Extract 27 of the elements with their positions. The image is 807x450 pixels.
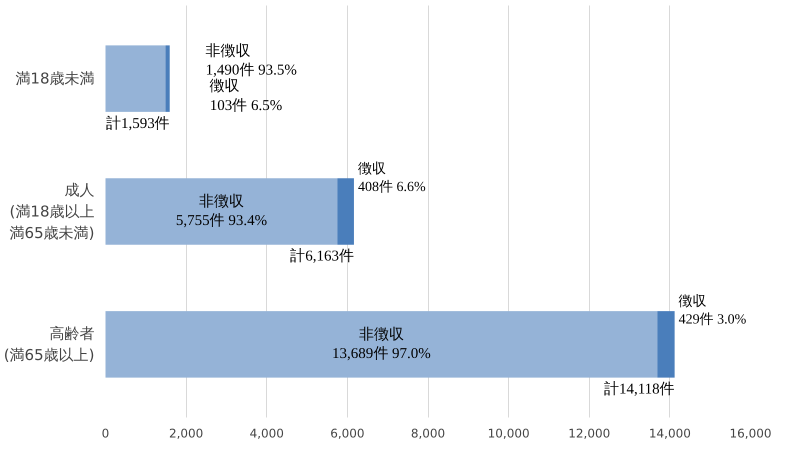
data-label: 非徴収 1,490件 93.5% <box>206 42 297 79</box>
total-label: 計6,163件 <box>290 248 354 265</box>
total-label: 計14,118件 <box>604 380 675 398</box>
data-label: 徴収 408件 6.6% <box>358 160 426 195</box>
y-tick-label: 成人(満18歳以上満65歳未満) <box>10 180 95 242</box>
x-tick-label: 14,000 <box>648 426 691 440</box>
total-label: 計1,593件 <box>106 114 170 132</box>
data-label: 徴収 429件 3.0% <box>678 294 747 328</box>
x-tick-label: 0 <box>102 426 110 440</box>
x-tick-label: 8,000 <box>410 426 446 440</box>
y-tick-label: 高齢者(満65歳以上) <box>4 324 95 364</box>
bar <box>106 45 166 112</box>
bar <box>106 311 658 378</box>
data-label: 非徴収 5,755件 93.4% <box>176 192 268 230</box>
x-tick-label: 4,000 <box>250 426 284 440</box>
bar <box>106 178 338 245</box>
bar <box>657 311 675 378</box>
x-tick-label: 2,000 <box>168 426 204 440</box>
x-tick-label: 12,000 <box>568 426 610 440</box>
data-label: 非徴収 13,689件 97.0% <box>332 326 431 362</box>
y-tick-label: 満18歳未満 <box>15 70 95 88</box>
x-tick-label: 16,000 <box>730 426 772 440</box>
data-label: 徴収 103件 6.5% <box>210 78 282 114</box>
bar <box>338 178 354 245</box>
x-tick-label: 10,000 <box>488 426 530 440</box>
bar <box>166 45 170 112</box>
x-tick-label: 6,000 <box>330 426 365 440</box>
